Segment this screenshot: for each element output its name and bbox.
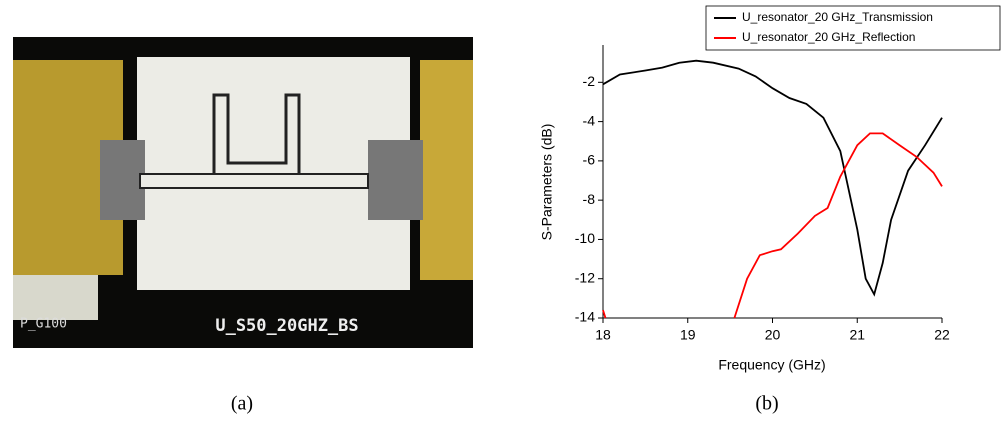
chip-label: U_S50_20GHZ_BS [215, 316, 358, 336]
y-tick-label: -6 [583, 152, 596, 168]
y-tick-label: -4 [583, 112, 596, 128]
y-tick-label: -10 [575, 230, 595, 246]
page: P_G100 U_S50_20GHZ_BS (a) (b) Frequency … [0, 0, 1005, 440]
y-axis-label: S-Parameters (dB) [539, 124, 555, 241]
x-tick-label: 21 [849, 327, 865, 343]
x-tick-label: 20 [765, 327, 781, 343]
transmission-line [140, 174, 368, 188]
line-series [603, 133, 942, 318]
y-tick-label: -14 [575, 309, 595, 325]
x-tick-label: 18 [595, 327, 611, 343]
x-tick-label: 19 [680, 327, 696, 343]
caption: (a) [231, 393, 253, 415]
y-tick-label: -12 [575, 269, 595, 285]
photo: P_G100 U_S50_20GHZ_BS [13, 37, 473, 348]
y-tick-label: -8 [583, 191, 596, 207]
line-series [603, 61, 942, 295]
chip-label: P_G100 [20, 317, 67, 332]
legend-label: U_resonator_20 GHz_Reflection [742, 30, 915, 44]
x-axis-label: Frequency (GHz) [718, 357, 825, 373]
left-tip [100, 140, 145, 220]
y-tick-label: -2 [583, 73, 596, 89]
figure: P_G100 U_S50_20GHZ_BS (a) (b) Frequency … [0, 0, 1005, 435]
right-probe [420, 60, 473, 280]
legend-label: U_resonator_20 GHz_Transmission [742, 10, 933, 24]
right-tip [368, 140, 423, 220]
caption: (b) [755, 393, 778, 415]
x-tick-label: 22 [934, 327, 950, 343]
